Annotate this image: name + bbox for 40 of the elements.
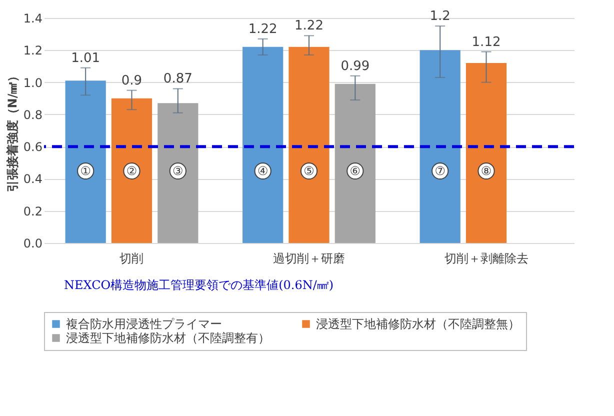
annotation: ④	[257, 164, 268, 178]
x-tick-label: 過切削＋研磨	[273, 252, 345, 266]
data-label: 1.2	[430, 9, 450, 24]
bar	[466, 63, 507, 243]
ref-line-label: NEXCO構造物施工管理要領での基準値(0.6N/㎟)	[64, 278, 334, 292]
y-tick-label: 0.8	[23, 108, 42, 122]
bar	[111, 98, 152, 243]
data-label: 1.01	[71, 50, 100, 66]
annotation: ⑧	[480, 164, 492, 178]
data-label: 0.87	[163, 72, 192, 87]
bar	[288, 46, 330, 243]
annotation: ①	[80, 164, 91, 178]
bar	[158, 103, 198, 243]
annotation: ⑦	[434, 164, 446, 178]
data-label: 1.12	[472, 34, 501, 50]
bar	[334, 84, 376, 243]
bar	[420, 50, 460, 243]
y-axis-title: 引張接着強度（N/㎟）	[5, 70, 20, 192]
x-tick-label: 切削＋剥離除去	[444, 252, 528, 266]
y-tick-label: 0.4	[23, 172, 42, 186]
annotation: ⑥	[350, 164, 361, 178]
legend-label: 複合防水用浸透性プライマー	[66, 317, 222, 331]
y-tick-label: 1.0	[23, 76, 42, 90]
annotation: ⑤	[304, 164, 314, 178]
annotation: ③	[172, 164, 184, 178]
x-tick-label: 切削	[120, 252, 144, 266]
data-label: 1.22	[248, 22, 278, 37]
y-tick-label: 0.0	[23, 236, 42, 250]
bar	[65, 80, 106, 243]
data-label: 1.22	[294, 18, 324, 34]
y-tick-label: 1.4	[23, 12, 42, 26]
data-label: 0.9	[121, 73, 142, 88]
y-tick-label: 0.6	[23, 140, 42, 154]
data-label: 0.99	[340, 58, 370, 74]
y-tick-label: 1.2	[23, 44, 42, 58]
legend-label: 浸透型下地補修防水材（不陸調整有）	[66, 331, 270, 345]
y-tick-label: 0.2	[23, 204, 42, 218]
legend-label: 浸透型下地補修防水材（不陸調整無）	[316, 317, 520, 331]
bar	[242, 46, 284, 243]
annotation: ②	[126, 164, 138, 178]
